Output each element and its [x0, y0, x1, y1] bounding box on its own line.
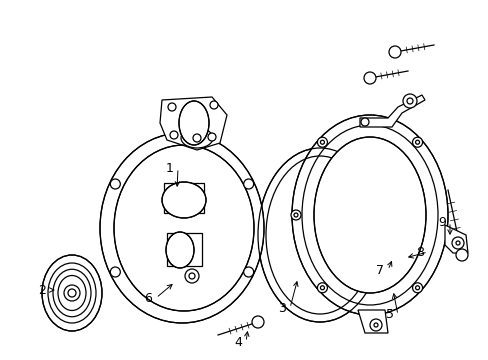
- Polygon shape: [167, 233, 202, 266]
- Text: 8: 8: [415, 246, 423, 258]
- Ellipse shape: [110, 179, 120, 189]
- Ellipse shape: [360, 118, 368, 126]
- Ellipse shape: [317, 137, 327, 147]
- Ellipse shape: [415, 140, 419, 144]
- Ellipse shape: [243, 267, 253, 277]
- Ellipse shape: [415, 286, 419, 290]
- Ellipse shape: [412, 137, 422, 147]
- Ellipse shape: [320, 286, 324, 290]
- Ellipse shape: [455, 249, 467, 261]
- Ellipse shape: [179, 101, 208, 145]
- Polygon shape: [160, 97, 226, 150]
- Ellipse shape: [110, 267, 120, 277]
- Ellipse shape: [317, 283, 327, 293]
- Text: 7: 7: [375, 264, 383, 276]
- Ellipse shape: [114, 145, 253, 311]
- Ellipse shape: [291, 115, 447, 315]
- Ellipse shape: [451, 237, 463, 249]
- Ellipse shape: [320, 140, 324, 144]
- Ellipse shape: [207, 133, 216, 141]
- Ellipse shape: [388, 46, 400, 58]
- Polygon shape: [163, 183, 203, 213]
- Ellipse shape: [193, 134, 201, 142]
- Ellipse shape: [251, 316, 264, 328]
- Polygon shape: [357, 310, 387, 333]
- Ellipse shape: [168, 103, 176, 111]
- Ellipse shape: [243, 179, 253, 189]
- Ellipse shape: [209, 101, 218, 109]
- Ellipse shape: [373, 323, 377, 327]
- Ellipse shape: [402, 94, 416, 108]
- Ellipse shape: [64, 285, 80, 301]
- Ellipse shape: [100, 133, 264, 323]
- Ellipse shape: [406, 98, 412, 104]
- Ellipse shape: [189, 273, 195, 279]
- Ellipse shape: [455, 241, 459, 245]
- Polygon shape: [359, 95, 424, 127]
- Polygon shape: [444, 225, 467, 253]
- Text: 6: 6: [144, 292, 152, 305]
- Text: 9: 9: [437, 216, 445, 229]
- Ellipse shape: [258, 148, 381, 322]
- Ellipse shape: [293, 213, 297, 217]
- Ellipse shape: [181, 128, 213, 148]
- Text: 4: 4: [234, 336, 242, 348]
- Ellipse shape: [170, 131, 178, 139]
- Text: 1: 1: [166, 162, 174, 175]
- Ellipse shape: [363, 72, 375, 84]
- Ellipse shape: [162, 182, 205, 218]
- Ellipse shape: [165, 232, 194, 268]
- Text: 5: 5: [385, 309, 393, 321]
- Ellipse shape: [369, 319, 381, 331]
- Ellipse shape: [68, 289, 76, 297]
- Text: 3: 3: [278, 302, 285, 315]
- Ellipse shape: [313, 137, 425, 293]
- Ellipse shape: [290, 210, 301, 220]
- Ellipse shape: [42, 255, 102, 331]
- Ellipse shape: [412, 283, 422, 293]
- Text: 2: 2: [38, 284, 46, 297]
- Ellipse shape: [184, 269, 199, 283]
